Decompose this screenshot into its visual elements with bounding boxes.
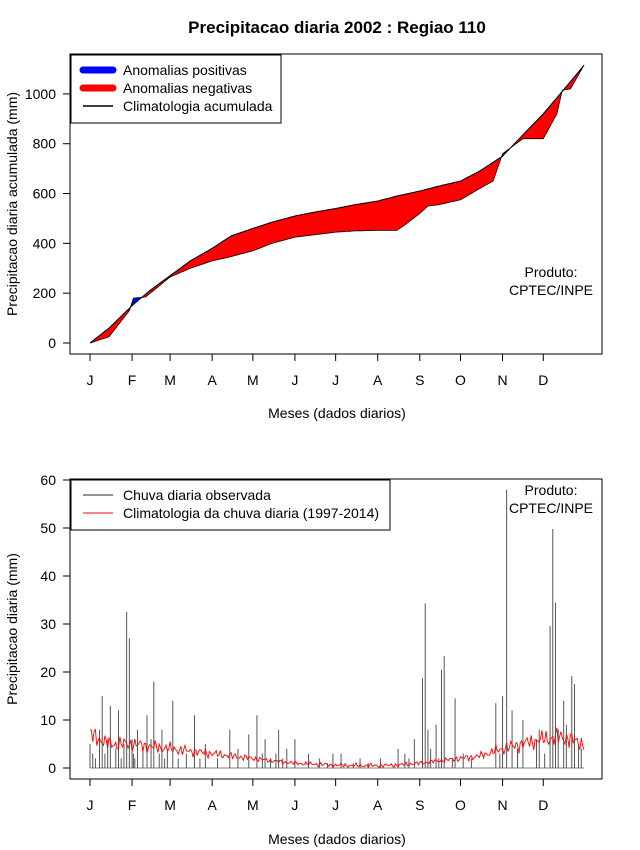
daily-x-tick-label: A xyxy=(207,797,217,813)
daily-bars-group xyxy=(89,489,584,769)
cumulative-annotation-line2: CPTEC/INPE xyxy=(509,282,593,298)
cumulative-x-tick-label: J xyxy=(87,372,94,388)
cumulative-x-tick-label: J xyxy=(291,372,298,388)
cumulative-legend: Anomalias positivas Anomalias negativas … xyxy=(70,54,282,124)
daily-y-tick-label: 10 xyxy=(40,712,56,728)
daily-y-tick-label: 40 xyxy=(40,568,56,584)
cumulative-x-tick-label: D xyxy=(538,372,548,388)
daily-x-tick-label: M xyxy=(247,797,259,813)
daily-y-tick-label: 0 xyxy=(48,760,56,776)
daily-climatology-line xyxy=(89,727,585,769)
daily-x-tick-label: A xyxy=(373,797,383,813)
daily-x-tick-label: N xyxy=(498,797,508,813)
cumulative-x-tick-label: A xyxy=(373,372,383,388)
daily-legend: Chuva diaria observada Climatologia da c… xyxy=(70,479,391,531)
cumulative-x-label: Meses (dados diarios) xyxy=(268,405,406,421)
daily-y-tick-label: 30 xyxy=(40,616,56,632)
cumulative-y-tick-label: 1000 xyxy=(25,86,56,102)
negative-anomaly-area-3 xyxy=(141,157,502,298)
legend-label-climatology: Climatologia acumulada xyxy=(123,98,273,114)
cumulative-x-tick-label: N xyxy=(498,372,508,388)
daily-x-label: Meses (dados diarios) xyxy=(268,831,406,847)
legend-label-daily-climatology: Climatologia da chuva diaria (1997-2014) xyxy=(123,505,379,521)
legend-label-observed: Chuva diaria observada xyxy=(123,487,271,503)
cumulative-y-tick-label: 200 xyxy=(33,285,57,301)
daily-x-tick-label: M xyxy=(164,797,176,813)
cumulative-x-tick-label: F xyxy=(128,372,137,388)
cumulative-x-tick-label: M xyxy=(247,372,259,388)
daily-x-tick-label: F xyxy=(128,797,137,813)
daily-annotation-line2: CPTEC/INPE xyxy=(509,500,593,516)
daily-y-tick-label: 50 xyxy=(40,520,56,536)
daily-legend-box xyxy=(70,479,391,531)
cumulative-y-label: Precipitacao diaria acumulada (mm) xyxy=(4,92,20,316)
daily-y-axis: 0 10 20 30 40 50 60 xyxy=(40,472,71,776)
daily-x-tick-label: J xyxy=(87,797,94,813)
negative-anomaly-area-5 xyxy=(509,93,561,150)
daily-chart: 0 10 20 30 40 50 60 J F M A M J J A S O N D Meses (dados … xyxy=(4,472,603,847)
cumulative-x-tick-label: A xyxy=(207,372,217,388)
cumulative-y-tick-label: 800 xyxy=(33,136,57,152)
daily-x-tick-label: O xyxy=(455,797,466,813)
daily-climatology-group xyxy=(89,727,585,769)
cumulative-x-tick-label: M xyxy=(164,372,176,388)
daily-x-tick-label: J xyxy=(332,797,339,813)
daily-x-tick-label: J xyxy=(291,797,298,813)
daily-y-label: Precipitacao diaria (mm) xyxy=(4,553,20,705)
cumulative-lines-group xyxy=(89,64,585,344)
chart-title: Precipitacao diaria 2002 : Regiao 110 xyxy=(188,18,486,37)
legend-label-negative: Anomalias negativas xyxy=(123,80,252,96)
daily-x-tick-label: D xyxy=(538,797,548,813)
daily-y-tick-label: 60 xyxy=(40,472,56,488)
cumulative-x-tick-label: O xyxy=(455,372,466,388)
cumulative-annotation-line1: Produto: xyxy=(525,264,578,280)
cumulative-x-tick-label: J xyxy=(332,372,339,388)
cumulative-y-tick-label: 600 xyxy=(33,186,57,202)
daily-annotation-line1: Produto: xyxy=(525,482,578,498)
cumulative-chart: 0 200 400 600 800 1000 J F M A M J J A S O N D Meses (da… xyxy=(4,53,603,421)
cumulative-y-axis: 0 200 400 600 800 1000 xyxy=(25,86,71,351)
climatology-cumulative-line xyxy=(89,64,585,344)
daily-x-tick-label: S xyxy=(415,797,424,813)
legend-label-positive: Anomalias positivas xyxy=(123,62,247,78)
daily-y-tick-label: 20 xyxy=(40,664,56,680)
cumulative-y-tick-label: 0 xyxy=(48,335,56,351)
cumulative-x-tick-label: S xyxy=(415,372,424,388)
cumulative-y-tick-label: 400 xyxy=(33,235,57,251)
